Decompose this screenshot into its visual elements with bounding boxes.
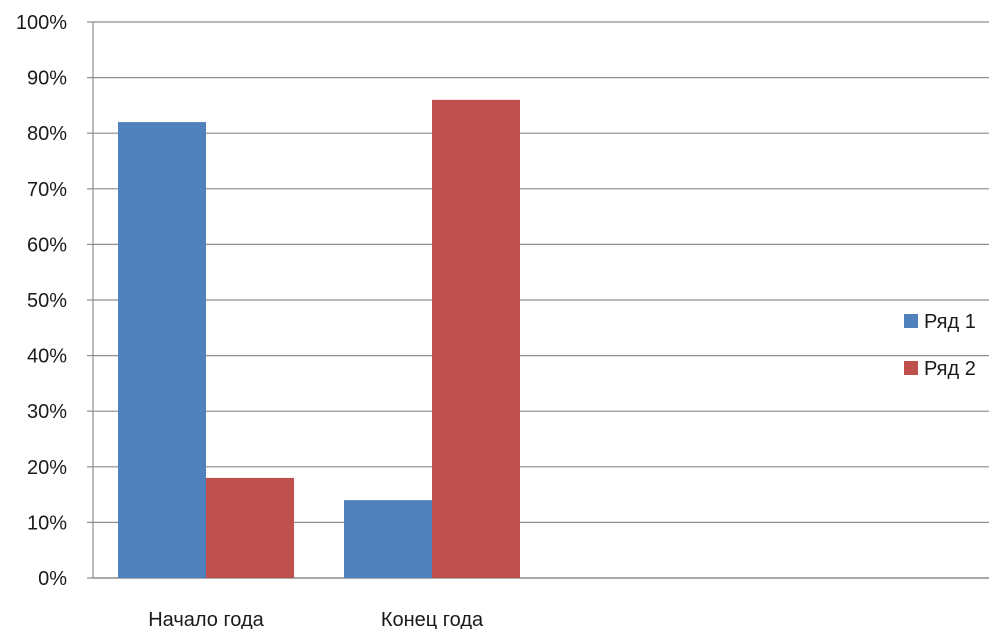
y-tick-label: 50% (27, 290, 67, 312)
bar-2-1 (206, 477, 294, 578)
legend-swatch (904, 314, 918, 328)
y-tick-label: 90% (27, 68, 67, 90)
y-tick-label: 100% (16, 12, 67, 34)
legend: Ряд 1 Ряд 2 (904, 311, 976, 380)
legend-label: Ряд 2 (924, 358, 976, 380)
x-axis-ticks: Начало года Конец года (148, 609, 484, 629)
x-tick-label: Начало года (148, 609, 264, 629)
x-tick-label: Конец года (381, 609, 484, 629)
legend-swatch (904, 361, 918, 375)
y-axis-ticks: 0% 10% 20% 30% 40% 50% 60% 70% 80% 90% 100% (16, 12, 93, 590)
y-tick-label: 60% (27, 234, 67, 256)
y-tick-label: 80% (27, 123, 67, 145)
bar-2-2 (432, 99, 520, 578)
legend-label: Ряд 1 (924, 311, 976, 333)
bars (118, 99, 520, 578)
bar-1-2 (344, 500, 432, 578)
y-tick-label: 20% (27, 457, 67, 479)
bar-1-1 (118, 122, 206, 578)
y-tick-label: 0% (38, 568, 67, 590)
y-tick-label: 70% (27, 179, 67, 201)
y-tick-label: 40% (27, 346, 67, 368)
y-tick-label: 30% (27, 401, 67, 423)
y-tick-label: 10% (27, 512, 67, 534)
